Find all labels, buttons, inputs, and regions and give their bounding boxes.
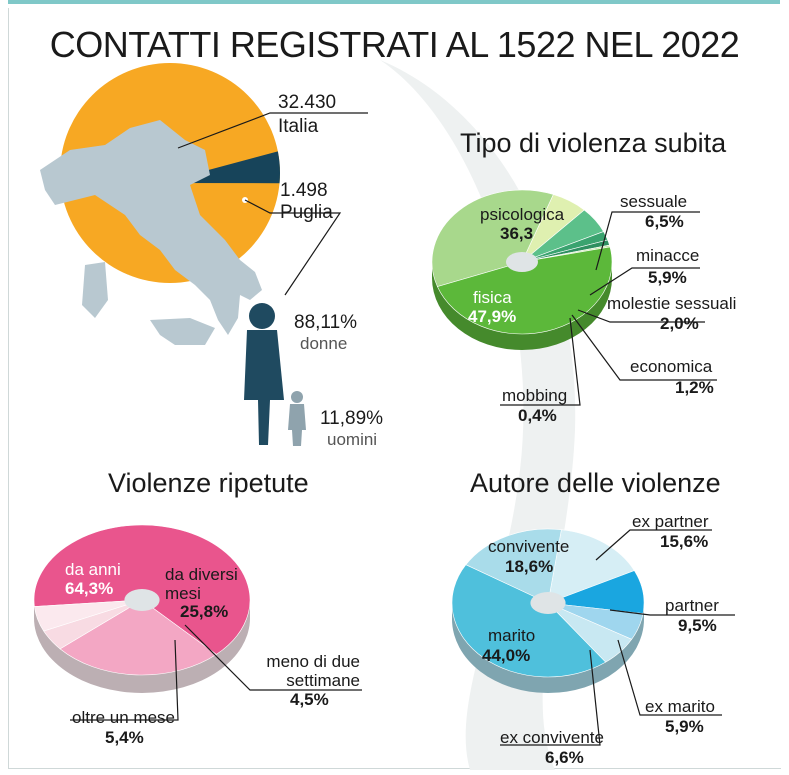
section-title-tipo: Tipo di violenza subita [460,128,727,158]
value-minacce: 5,9% [648,268,687,287]
label-fisica: fisica [473,288,512,307]
label-oltre-un-mese: oltre un mese [72,708,175,727]
label-partner: partner [665,596,719,615]
puglia-value: 1.498 [280,180,328,201]
label-ex-convivente: ex convivente [500,728,604,747]
autore-pie-hole [530,592,566,614]
value-economica: 1,2% [675,378,714,397]
leader-lines [70,112,735,746]
section-title-ripetute: Violenze ripetute [108,468,309,498]
value-sessuale: 6,5% [645,212,684,231]
violenze-ripetute-pie [33,524,251,693]
ripetute-slice-oltre-un-mese [34,599,143,632]
sardinia-map [82,262,108,318]
value-partner: 9,5% [678,616,717,635]
autore-pie-side [452,603,644,693]
ripetute-pie-hole [124,589,160,611]
value-molestie: 2,0% [660,314,699,333]
label-psicologica: psicologica [480,205,565,224]
value-ex-marito: 5,9% [665,717,704,736]
frame [8,8,781,769]
ripetute-pie-side [34,600,250,693]
label-marito: marito [488,626,536,645]
uomini-value: 11,89% [320,408,384,429]
tipo-slice-fisica [437,246,613,335]
label-sessuale: sessuale [620,192,688,211]
value-da-anni: 64,3% [65,579,114,598]
donne-value: 88,11% [294,312,358,333]
autore-violenze-pie [451,528,645,693]
value-marito: 44,0% [482,646,531,665]
label-meno-due-settimane: meno di due settimane [266,652,360,690]
label-ex-marito: ex marito [645,697,715,716]
label-ex-partner: ex partner [632,512,709,531]
label-mobbing: mobbing [502,386,568,405]
sicily-map [150,318,215,345]
value-ex-convivente: 6,6% [545,748,584,767]
label-da-anni: da anni [65,560,121,579]
tipo-pie-side [432,262,612,350]
autore-slice-marito [451,564,607,678]
uomini-label: uomini [327,430,378,449]
value-psicologica: 36,3 [500,224,534,243]
donne-label: donne [300,334,348,353]
autore-slice-ex-partner [547,529,635,604]
label-molestie: molestie sessuali [607,294,737,313]
italy-map [40,120,262,335]
section-title-autore: Autore delle violenze [470,468,721,498]
value-meno-due-settimane: 4,5% [290,690,329,709]
value-ex-partner: 15,6% [660,532,709,551]
tipo-pie-hole [506,252,538,272]
ripetute-slice-da-diversi-mesi [59,599,217,676]
woman-figure-icon [244,303,284,445]
value-mobbing: 0,4% [518,406,557,425]
value-da-diversi-mesi: 25,8% [180,602,229,621]
value-convivente: 18,6% [505,557,554,576]
tipo-violenza-pie [431,189,613,350]
label-da-diversi-mesi: da diversi mesi [165,565,238,603]
label-minacce: minacce [636,246,700,265]
italia-label: Italia [278,116,319,137]
puglia-label: Puglia [280,202,333,223]
italia-value: 32.430 [278,92,337,113]
value-fisica: 47,9% [468,307,517,326]
autore-slice-convivente [465,528,562,604]
label-economica: economica [630,357,713,376]
man-figure-icon [288,391,306,446]
page-title: CONTATTI REGISTRATI AL 1522 NEL 2022 [49,24,740,65]
top-accent-line [8,0,780,4]
tipo-slice-psicologica [431,189,554,287]
value-oltre-un-mese: 5,4% [105,728,144,747]
label-convivente: convivente [488,537,570,556]
